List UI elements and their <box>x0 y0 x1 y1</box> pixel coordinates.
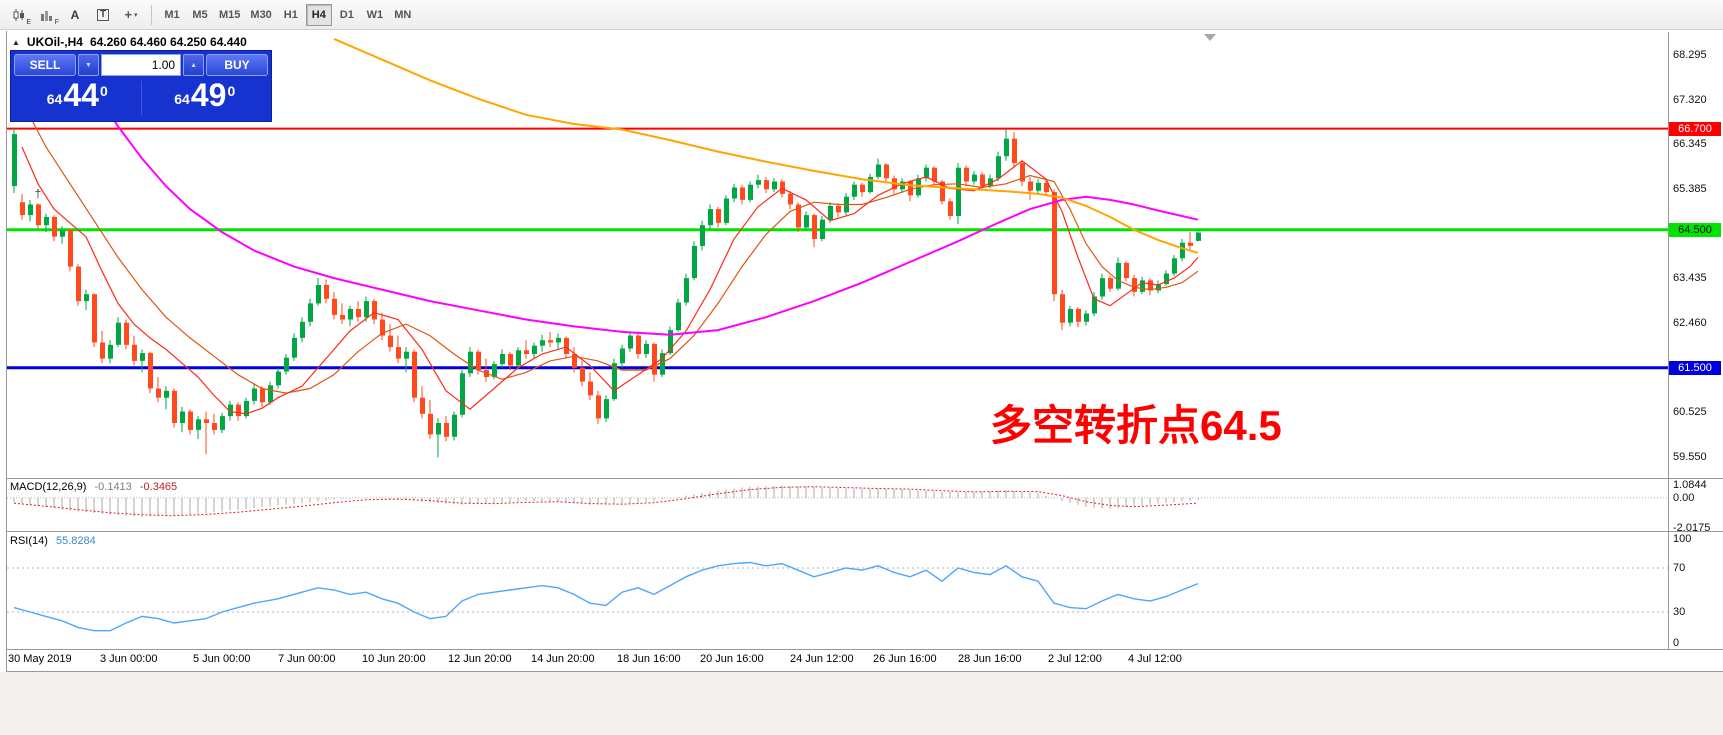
one-click-collapse-icon[interactable]: ▲ <box>12 37 20 47</box>
window-bottom-area <box>0 672 1723 735</box>
rsi-axis-label: 70 <box>1673 562 1686 574</box>
rsi-value: 55.8284 <box>55 535 96 547</box>
time-axis-label: 14 Jun 20:00 <box>531 653 595 665</box>
macd-panel-splitter[interactable] <box>6 478 1723 479</box>
volume-increase-icon[interactable]: ▲ <box>183 54 204 76</box>
volume-dropdown-icon[interactable]: ▼ <box>78 54 99 76</box>
price-axis-label: 63.435 <box>1673 272 1707 285</box>
timeframe-h4-button[interactable]: H4 <box>305 3 332 26</box>
sell-button[interactable]: SELL <box>14 54 76 76</box>
price-axis-label: 60.525 <box>1673 406 1707 419</box>
time-axis-label: 5 Jun 00:00 <box>193 653 251 665</box>
sell-price-sup: 0 <box>99 83 108 100</box>
buy-price-sup: 0 <box>227 83 236 100</box>
chart-text-annotation: 多空转折点64.5 <box>990 402 1282 449</box>
crosshair-tool-icon[interactable]: + ▾ <box>118 4 144 26</box>
macd-panel-chart[interactable] <box>7 479 1668 531</box>
icon-sub-label: F <box>54 18 59 26</box>
candlestick-glyph <box>13 8 24 21</box>
candlestick-chart-icon[interactable]: E <box>6 4 32 26</box>
rsi-axis-label: 0 <box>1673 637 1680 649</box>
time-axis-label: 7 Jun 00:00 <box>278 653 336 665</box>
price-badge: 64.500 <box>1669 222 1721 237</box>
sell-price[interactable]: 64 44 0 <box>14 77 141 114</box>
svg-text:†: † <box>35 187 42 201</box>
crosshair-glyph: + <box>124 7 133 22</box>
ohlc-readout: 64.260 64.460 64.250 64.440 <box>89 35 247 49</box>
macd-axis-label: -2.0175 <box>1673 522 1711 535</box>
letter-t-glyph: T <box>96 8 110 21</box>
time-axis-label: 24 Jun 12:00 <box>790 653 854 665</box>
buy-price-prefix: 64 <box>174 90 190 107</box>
buy-price-big: 49 <box>190 77 227 114</box>
one-click-trading-panel: SELL ▼ ▲ BUY 64 44 0 64 49 0 <box>10 50 272 122</box>
time-axis-label: 26 Jun 16:00 <box>873 653 937 665</box>
timeframe-h1-button[interactable]: H1 <box>278 4 304 26</box>
time-axis-label: 2 Jul 12:00 <box>1048 653 1102 665</box>
macd-main-value: -0.1413 <box>94 481 132 493</box>
timeframe-mn-button[interactable]: MN <box>390 4 416 26</box>
price-axis-label: 59.550 <box>1673 451 1707 463</box>
price-axis-label: 65.385 <box>1673 182 1707 195</box>
window-bottom-border <box>6 671 1723 672</box>
chart-left-border <box>6 31 7 671</box>
price-badge: 61.500 <box>1669 360 1721 375</box>
price-badge: 66.700 <box>1669 121 1721 136</box>
price-chart[interactable]: † <box>7 32 1668 478</box>
symbol-title: UKOil-,H4 <box>26 35 83 49</box>
rsi-axis-label: 30 <box>1673 606 1686 618</box>
rsi-panel-chart[interactable] <box>7 532 1668 648</box>
letter-a-glyph: A <box>70 7 80 22</box>
price-axis-separator <box>1668 32 1669 649</box>
timeframe-m1-button[interactable]: M1 <box>159 4 185 26</box>
chevron-down-icon: ▾ <box>134 11 138 19</box>
time-axis-label: 20 Jun 16:00 <box>700 653 764 665</box>
time-axis-label: 18 Jun 16:00 <box>617 653 681 665</box>
histogram-glyph <box>41 10 52 21</box>
macd-axis-label: 0.00 <box>1673 491 1695 504</box>
time-axis-label: 28 Jun 16:00 <box>958 653 1022 665</box>
toolbar-separator <box>151 4 152 25</box>
text-label-tool-icon[interactable]: T <box>90 4 116 26</box>
buy-price[interactable]: 64 49 0 <box>142 77 269 114</box>
macd-axis-label: 1.0844 <box>1673 479 1707 491</box>
timeframe-m15-button[interactable]: M15 <box>215 4 244 26</box>
pointer-a-tool-icon[interactable]: A <box>62 4 88 26</box>
histogram-chart-icon[interactable]: F <box>34 4 60 26</box>
time-axis-label: 12 Jun 20:00 <box>448 653 512 665</box>
rsi-axis-label: 100 <box>1673 533 1692 545</box>
time-axis-label: 3 Jun 00:00 <box>100 653 158 665</box>
rsi-panel-splitter[interactable] <box>6 531 1723 532</box>
macd-label: MACD(12,26,9) -0.1413 -0.3465 <box>10 481 177 493</box>
trade-panel-divider <box>140 81 142 115</box>
price-axis-label: 68.295 <box>1673 48 1707 61</box>
sell-price-prefix: 64 <box>46 90 63 107</box>
time-axis-label: 4 Jul 12:00 <box>1128 653 1182 665</box>
time-axis-label: 30 May 2019 <box>8 653 72 665</box>
price-axis-label: 67.320 <box>1673 93 1707 106</box>
volume-input[interactable] <box>100 54 182 76</box>
time-axis-label: 10 Jun 20:00 <box>362 653 426 665</box>
macd-name: MACD(12,26,9) <box>10 481 87 493</box>
sell-price-big: 44 <box>63 77 99 114</box>
timeframe-m5-button[interactable]: M5 <box>187 4 213 26</box>
toolbar: E F A T + ▾ M1 M5 M15 M30 H1 H4 D1 W1 MN <box>0 0 1723 30</box>
timeframe-w1-button[interactable]: W1 <box>362 4 388 26</box>
macd-signal-value: -0.3465 <box>139 481 178 493</box>
icon-sub-label: E <box>26 18 31 26</box>
chart-header: ▲ UKOil-,H4 64.260 64.460 64.250 64.440 <box>12 35 247 49</box>
price-axis-label: 62.460 <box>1673 317 1707 330</box>
rsi-label: RSI(14) 55.8284 <box>10 535 96 547</box>
timeframe-m30-button[interactable]: M30 <box>246 4 275 26</box>
time-axis-separator[interactable] <box>6 649 1723 650</box>
buy-button[interactable]: BUY <box>206 54 268 76</box>
rsi-name: RSI(14) <box>10 535 48 547</box>
price-axis-label: 66.345 <box>1673 138 1707 151</box>
timeframe-d1-button[interactable]: D1 <box>334 4 360 26</box>
